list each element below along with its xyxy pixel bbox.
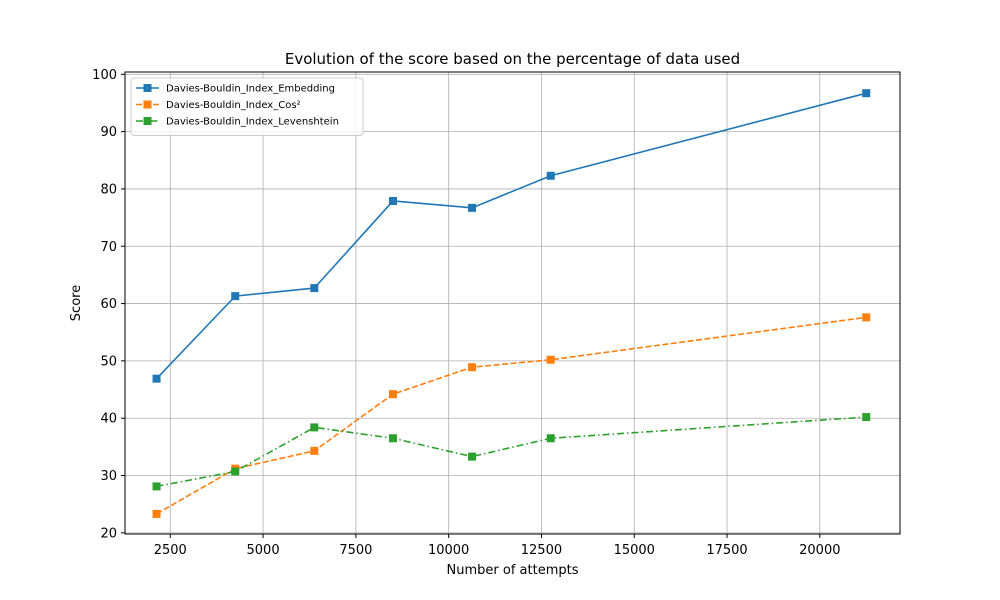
data-point xyxy=(468,203,477,212)
series-2 xyxy=(152,313,871,518)
series-group xyxy=(152,89,871,518)
y-axis: 20 30 40 50 60 70 80 90 100 xyxy=(92,68,125,541)
data-point xyxy=(152,482,161,491)
data-point xyxy=(231,467,240,476)
legend-entry: Davies-Bouldin_Index_Levenshtein xyxy=(136,117,339,128)
legend-marker xyxy=(143,117,152,125)
data-point xyxy=(546,355,555,364)
data-point xyxy=(546,434,555,443)
legend-marker xyxy=(143,100,152,109)
data-point xyxy=(862,313,871,322)
plot-frame xyxy=(124,71,901,535)
y-tick-label: 40 xyxy=(100,412,117,427)
grid xyxy=(125,72,900,534)
legend-label: Davies-Bouldin_Index_Cos² xyxy=(166,100,301,111)
chart-title: Evolution of the score based on the perc… xyxy=(285,50,740,68)
legend-label: Davies-Bouldin_Index_Levenshtein xyxy=(166,117,339,128)
y-tick-label: 60 xyxy=(100,297,117,312)
x-tick-label: 15000 xyxy=(614,543,655,558)
y-tick-label: 80 xyxy=(100,182,117,197)
legend-entry: Davies-Bouldin_Index_Embedding xyxy=(136,84,335,95)
legend-label: Davies-Bouldin_Index_Embedding xyxy=(166,84,335,95)
x-tick-label: 20000 xyxy=(799,543,840,558)
data-point xyxy=(310,423,319,432)
y-tick-label: 30 xyxy=(100,469,117,484)
x-tick-label: 10000 xyxy=(428,543,469,558)
x-axis-label: Number of attempts xyxy=(447,563,579,578)
data-point xyxy=(152,509,161,518)
y-tick-label: 100 xyxy=(92,68,117,83)
data-point xyxy=(468,452,477,461)
x-tick-label: 2500 xyxy=(154,543,187,558)
legend-entry: Davies-Bouldin_Index_Cos² xyxy=(136,100,301,111)
legend-box xyxy=(130,77,364,136)
x-tick-label: 7500 xyxy=(339,543,372,558)
y-axis-label: Score xyxy=(69,285,84,321)
legend-marker xyxy=(143,84,152,92)
y-tick-label: 70 xyxy=(100,240,117,255)
x-tick-label: 12500 xyxy=(521,543,562,558)
data-point xyxy=(310,446,319,455)
x-tick-label: 17500 xyxy=(706,543,747,558)
data-point xyxy=(231,292,240,301)
data-point xyxy=(546,171,555,180)
data-point xyxy=(310,284,319,293)
data-point xyxy=(388,196,397,205)
data-point xyxy=(388,434,397,443)
series-1 xyxy=(152,89,871,383)
y-tick-label: 20 xyxy=(100,526,117,541)
x-tick-label: 5000 xyxy=(247,543,280,558)
data-point xyxy=(468,363,477,372)
data-point xyxy=(152,374,161,383)
data-point xyxy=(862,413,871,422)
data-point xyxy=(388,390,397,399)
y-tick-label: 50 xyxy=(100,354,117,369)
x-axis: 2500 5000 7500 10000 12500 15000 17500 20000 xyxy=(154,534,841,558)
series-3 xyxy=(152,413,871,491)
legend: Davies-Bouldin_Index_Embedding Davies-Bou… xyxy=(130,77,364,136)
y-tick-label: 90 xyxy=(100,125,117,140)
data-point xyxy=(862,89,871,98)
